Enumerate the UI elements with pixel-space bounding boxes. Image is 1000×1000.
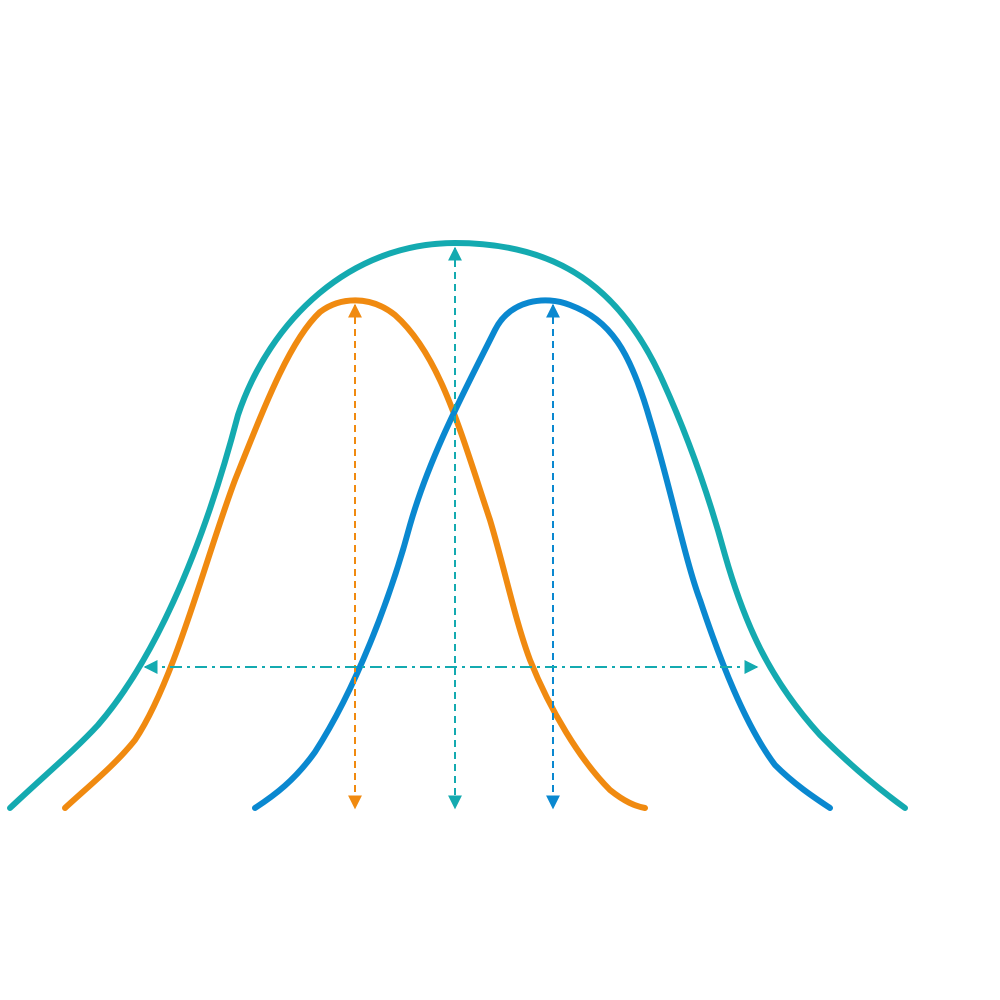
combined-curve [7,239,908,811]
right-curve [252,297,833,811]
